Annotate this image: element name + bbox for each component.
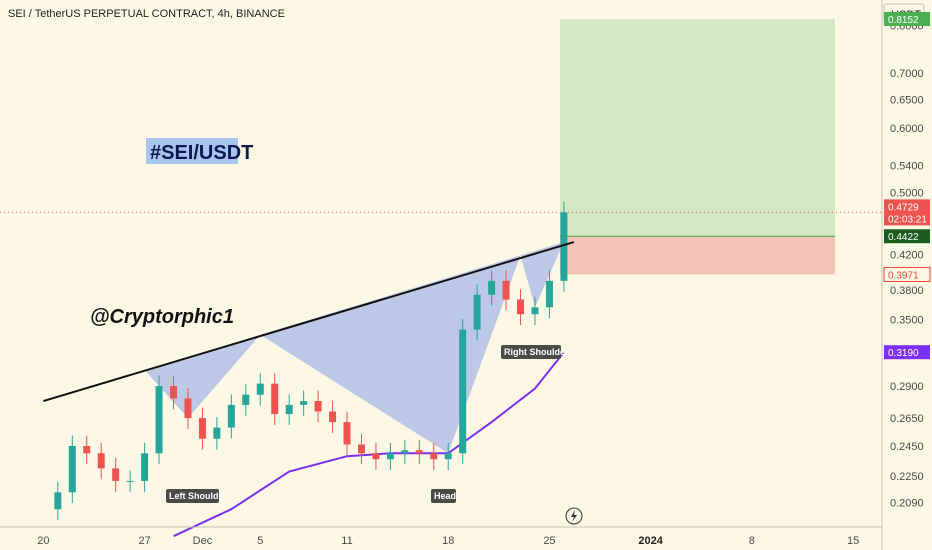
entry-tag: 0.4422 [884, 229, 930, 244]
candle-body [126, 480, 134, 482]
pattern-segment [520, 242, 564, 308]
ma-tag: 0.3190 [884, 345, 930, 360]
y-tick-label: 0.7000 [890, 68, 924, 80]
lightning-glyph [571, 510, 577, 522]
head-tag [431, 489, 456, 503]
y-tick-label: 0.6000 [890, 123, 924, 135]
y-axis-ticks: 0.80000.70000.65000.60000.54000.50000.42… [890, 21, 924, 510]
candle-body [329, 411, 337, 423]
candle-body [343, 422, 351, 445]
candle-body [170, 386, 178, 399]
candle-body [227, 404, 235, 428]
x-tick-label: 11 [341, 535, 352, 547]
candle-body [531, 307, 539, 315]
candle-body [112, 468, 120, 481]
y-tick-label: 0.2900 [890, 381, 924, 393]
entry-price: 0.4422 [888, 232, 919, 243]
target-zone [559, 18, 835, 237]
stop-zone [559, 236, 835, 275]
x-tick-label: 20 [37, 535, 49, 547]
head-label: Head [434, 491, 456, 501]
y-tick-label: 0.2250 [890, 471, 924, 483]
target-tag: 0.8152 [884, 11, 930, 26]
candle-body [184, 398, 192, 419]
candle-body [372, 453, 380, 460]
x-axis-ticks: 20 27 Dec 5 11 18 25 2024 8 15 [37, 535, 859, 547]
right-shoulder-tag [501, 345, 561, 359]
candle-body [242, 394, 250, 405]
x-tick-label: Dec [193, 535, 213, 547]
candle-body [141, 453, 149, 481]
candle-body [198, 418, 206, 439]
candle-body [68, 445, 76, 493]
candle-body [314, 401, 322, 412]
candle-body [444, 453, 452, 460]
candle-body [54, 492, 62, 510]
ticker-label: #SEI/USDT [150, 142, 253, 164]
neckline [43, 241, 575, 403]
candles-group [54, 201, 568, 521]
right-shoulder-label: Right Shoulder [504, 347, 569, 357]
left-shoulder-label: Left Shoulder [169, 491, 227, 501]
lightning-icon[interactable] [565, 507, 583, 525]
candle-body [285, 404, 293, 415]
candle-body [155, 386, 163, 454]
x-tick-label: 27 [138, 535, 150, 547]
ticker-label-bg [146, 138, 238, 164]
current-tag: 0.4729 02:03:21 [884, 199, 930, 226]
y-tick-label: 0.2450 [890, 441, 924, 453]
y-tick-label: 0.5000 [890, 188, 924, 200]
candle-body [213, 427, 221, 439]
target-price: 0.8152 [888, 15, 919, 26]
candle-body [459, 329, 467, 454]
candle-body [300, 401, 308, 405]
y-tick-label: 0.5400 [890, 160, 924, 172]
candle-body [517, 299, 525, 315]
candle-body [473, 294, 481, 330]
y-tick-label: 0.2650 [890, 413, 924, 425]
candle-body [386, 453, 394, 460]
x-tick-label: 8 [749, 535, 755, 547]
candle-body [488, 280, 496, 295]
candle-body [502, 280, 510, 300]
candle-body [401, 450, 409, 454]
stop-tag: 0.3971 [883, 266, 931, 282]
candle-body [415, 450, 423, 454]
candle-body [271, 383, 279, 415]
y-tick-label: 0.4200 [890, 250, 924, 262]
chart-title: SEI / TetherUS PERPETUAL CONTRACT, 4h, B… [8, 8, 285, 20]
candle-body [256, 383, 264, 395]
x-tick-label: 25 [543, 535, 555, 547]
x-tick-label: 18 [442, 535, 454, 547]
left-shoulder-tag [166, 489, 219, 503]
pattern-segment [260, 255, 521, 454]
candle-body [83, 445, 91, 454]
x-tick-label: 2024 [638, 535, 663, 547]
stop-price: 0.3971 [888, 270, 919, 281]
y-tick-label: 0.6500 [890, 94, 924, 106]
candle-body [357, 444, 365, 454]
x-tick-label: 15 [847, 535, 859, 547]
y-tick-label: 0.3500 [890, 314, 924, 326]
candle-body [545, 280, 553, 308]
y-tick-label: 0.2090 [890, 497, 924, 509]
candle-body [430, 453, 438, 460]
current-price: 0.4729 [888, 202, 919, 213]
author-handle: @Cryptorphic1 [90, 306, 234, 328]
x-tick-label: 5 [257, 535, 263, 547]
candle-body [560, 212, 568, 281]
candle-body [97, 453, 105, 469]
ma-price: 0.3190 [888, 348, 919, 359]
bar-countdown: 02:03:21 [888, 214, 927, 225]
y-tick-label: 0.3800 [890, 285, 924, 297]
